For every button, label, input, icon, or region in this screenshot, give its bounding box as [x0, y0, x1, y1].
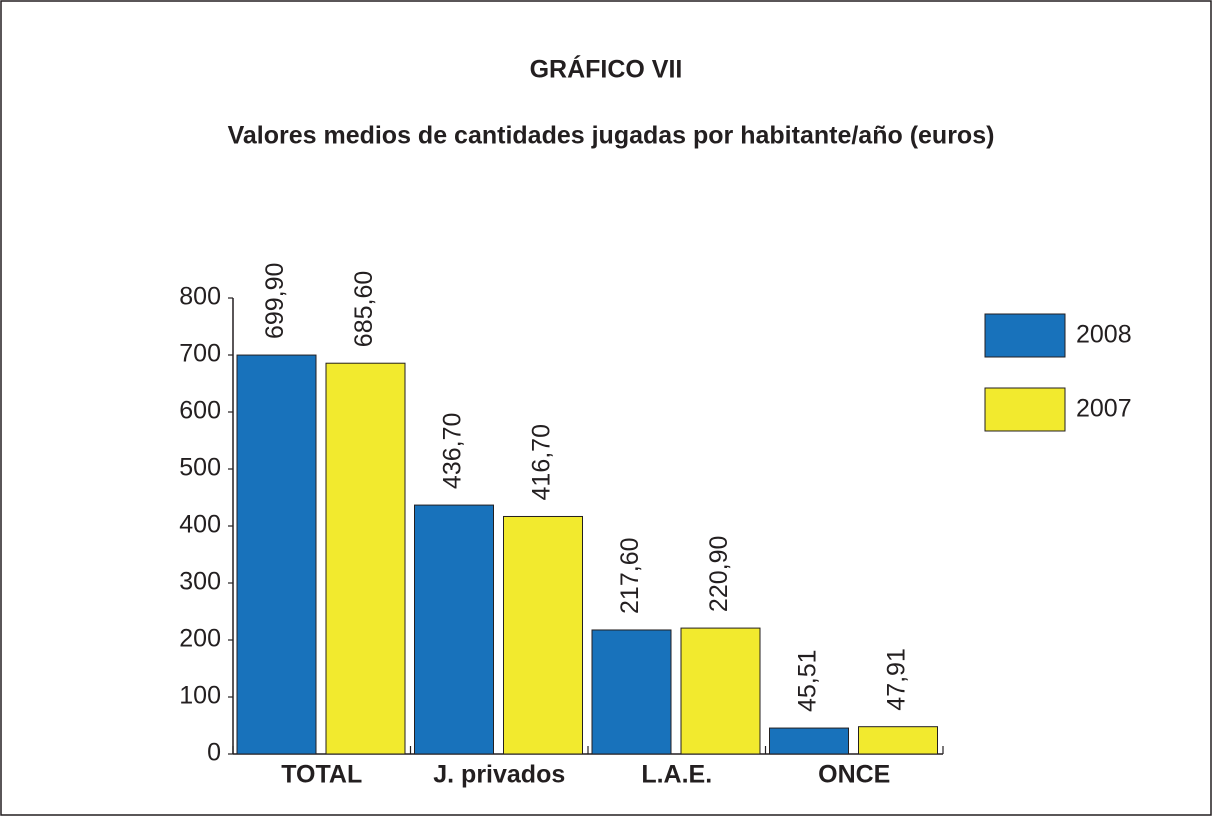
value-label: 436,70	[439, 413, 467, 489]
y-tick-label: 600	[179, 397, 221, 425]
x-tick-label: J. privados	[433, 761, 565, 789]
y-tick-label: 100	[179, 682, 221, 710]
chart-subtitle: Valores medios de cantidades jugadas por…	[228, 122, 995, 150]
value-label: 685,60	[350, 271, 378, 347]
bar	[591, 629, 672, 755]
bar	[414, 504, 494, 755]
bar	[503, 515, 583, 755]
chart-title: GRÁFICO VII	[530, 55, 683, 84]
value-label: 416,70	[528, 424, 556, 500]
value-label: 699,90	[261, 263, 289, 339]
legend-label: 2007	[1076, 395, 1132, 423]
value-label: 217,60	[616, 537, 644, 613]
bar	[680, 627, 761, 755]
y-tick-label: 400	[179, 511, 221, 539]
value-label: 45,51	[794, 649, 822, 712]
bar	[769, 727, 849, 755]
legend-label: 2008	[1076, 321, 1132, 349]
value-label: 220,90	[705, 536, 733, 612]
x-tick-label: TOTAL	[281, 761, 362, 789]
legend-swatch	[984, 387, 1066, 432]
y-tick-label: 200	[179, 625, 221, 653]
bar	[236, 354, 317, 755]
x-tick-label: ONCE	[818, 761, 890, 789]
y-tick-label: 700	[179, 340, 221, 368]
bar	[325, 362, 406, 755]
bar	[858, 726, 938, 755]
legend-swatch	[984, 313, 1066, 358]
y-tick-label: 500	[179, 454, 221, 482]
x-tick-label: L.A.E.	[641, 761, 712, 789]
value-label: 47,91	[883, 648, 911, 711]
y-tick-label: 0	[207, 739, 221, 767]
y-tick-label: 800	[179, 283, 221, 311]
y-tick-label: 300	[179, 568, 221, 596]
